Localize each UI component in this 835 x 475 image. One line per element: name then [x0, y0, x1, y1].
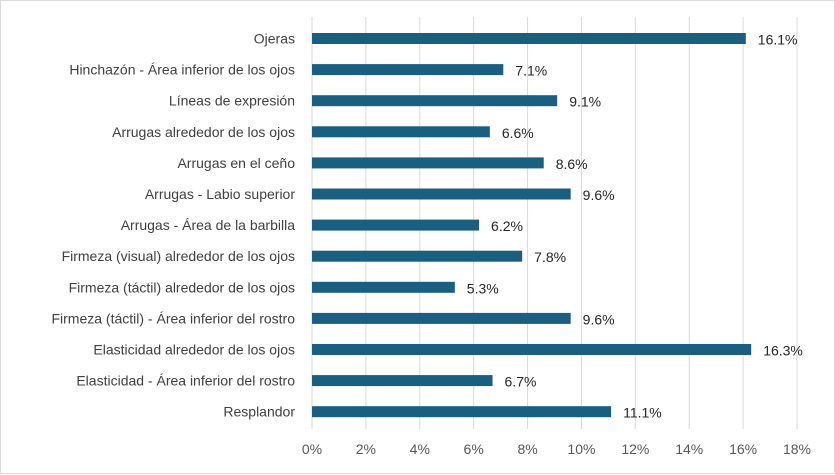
data-label: 8.6%: [556, 156, 588, 172]
bar: [312, 126, 490, 138]
x-tick-label: 12%: [621, 441, 649, 457]
bar: [312, 250, 523, 262]
bar: [312, 281, 455, 293]
x-tick-label: 10%: [567, 441, 595, 457]
bar: [312, 312, 571, 324]
bar: [312, 33, 746, 44]
category-label: Firmeza (táctil) alrededor de los ojos: [69, 279, 295, 295]
bars: [312, 33, 752, 418]
data-label: 6.7%: [505, 374, 537, 390]
data-label: 9.6%: [583, 311, 615, 327]
data-label: 7.1%: [515, 63, 547, 79]
data-label: 16.1%: [758, 32, 798, 48]
data-label: 11.1%: [623, 405, 662, 421]
category-label: Arrugas alrededor de los ojos: [112, 124, 295, 140]
category-label: Arrugas - Área de la barbilla: [121, 217, 296, 233]
bar: [312, 375, 493, 387]
data-label: 5.3%: [467, 280, 499, 296]
bar: [312, 219, 480, 231]
category-label: Elasticidad - Área inferior del rostro: [76, 373, 295, 389]
category-label: Resplandor: [223, 404, 295, 420]
data-label: 6.6%: [502, 125, 534, 141]
value-labels: 16.1% 7.1% 9.1% 6.6% 8.6% 9.6% 6.2% 7.8% 5.3% 9.6…: [467, 32, 803, 421]
data-label: 7.8%: [534, 249, 566, 265]
x-tick-label: 0%: [302, 441, 322, 457]
bar: [312, 157, 544, 169]
category-label: Ojeras: [254, 31, 295, 47]
x-tick-label: 6%: [464, 441, 484, 457]
bar: [312, 406, 612, 418]
category-label: Elasticidad alrededor de los ojos: [93, 342, 295, 358]
x-tick-label: 8%: [517, 441, 537, 457]
category-label: Hinchazón - Área inferior de los ojos: [69, 62, 295, 78]
bar: [312, 64, 504, 76]
category-labels: Ojeras Hinchazón - Área inferior de los o…: [51, 31, 295, 420]
bar: [312, 344, 752, 355]
data-label: 9.1%: [569, 94, 601, 110]
bar: [312, 188, 571, 200]
data-label: 6.2%: [491, 218, 523, 234]
bar: [312, 95, 558, 107]
x-tick-label: 4%: [410, 441, 430, 457]
data-label: 16.3%: [763, 343, 803, 359]
category-label: Arrugas en el ceño: [177, 155, 295, 171]
x-tick-label: 18%: [783, 441, 811, 457]
x-tick-label: 14%: [675, 441, 703, 457]
x-tick-label: 16%: [729, 441, 757, 457]
x-axis-tick-labels: 0% 2% 4% 6% 8% 10% 12% 14% 16% 18%: [302, 441, 811, 457]
category-label: Firmeza (visual) alrededor de los ojos: [62, 248, 295, 264]
x-tick-label: 2%: [356, 441, 376, 457]
category-label: Firmeza (táctil) - Área inferior del ros…: [51, 310, 295, 326]
gridlines: [311, 17, 798, 429]
category-label: Líneas de expresión: [169, 93, 295, 109]
category-label: Arrugas - Labio superior: [145, 186, 296, 202]
data-label: 9.6%: [583, 187, 615, 203]
